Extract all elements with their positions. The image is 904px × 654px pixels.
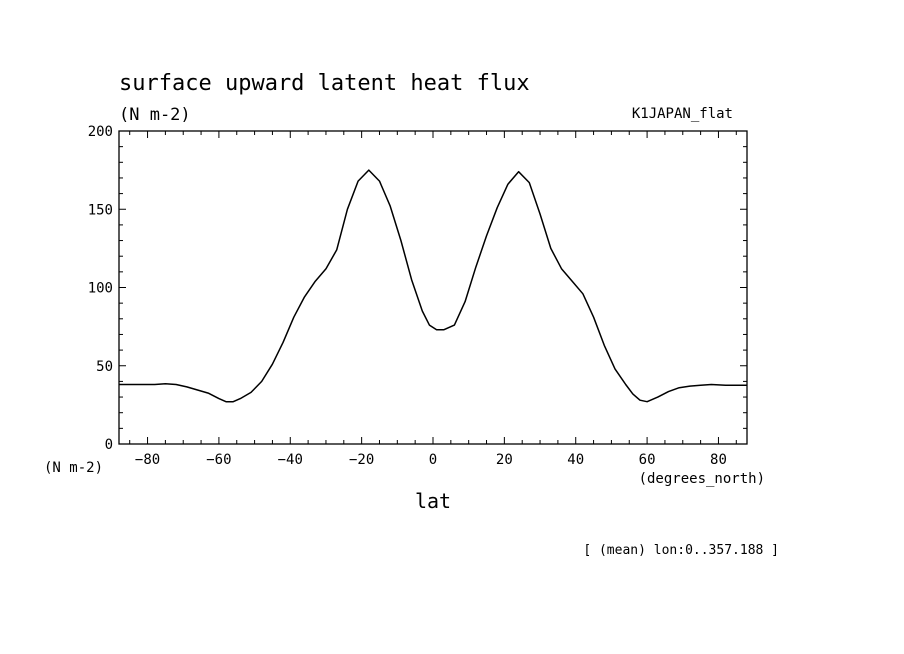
axis-ticks — [119, 130, 747, 445]
x-tick-label: −60 — [206, 452, 231, 468]
x-tick-label: 20 — [496, 452, 513, 468]
x-tick-label: 60 — [639, 452, 656, 468]
y-tick-label: 50 — [96, 359, 113, 375]
x-tick-label: −80 — [135, 452, 160, 468]
plot-frame — [118, 130, 748, 445]
x-axis-title: lat — [415, 489, 451, 513]
x-tick-label: −20 — [349, 452, 374, 468]
y-tick-label: 0 — [105, 437, 113, 453]
x-tick-label: −40 — [278, 452, 303, 468]
mean-note: [ (mean) lon:0..357.188 ] — [583, 543, 779, 558]
chart-title: surface upward latent heat flux — [119, 71, 530, 96]
y-tick-label: 100 — [88, 281, 113, 297]
chart-units: (N m-2) — [119, 105, 191, 125]
dataset-label: K1JAPAN_flat — [632, 106, 733, 122]
y-units-label: (N m-2) — [44, 460, 103, 476]
y-tick-label: 200 — [88, 124, 113, 140]
x-tick-label: 80 — [710, 452, 727, 468]
x-tick-label: 40 — [567, 452, 584, 468]
x-units-label: (degrees_north) — [639, 471, 765, 487]
x-tick-label: 0 — [429, 452, 437, 468]
data-line-series — [119, 169, 747, 403]
y-tick-label: 150 — [88, 202, 113, 218]
tick-labels: −80 −60 −40 −20 0 20 40 60 80 0 50 100 150 200 — [88, 124, 727, 468]
